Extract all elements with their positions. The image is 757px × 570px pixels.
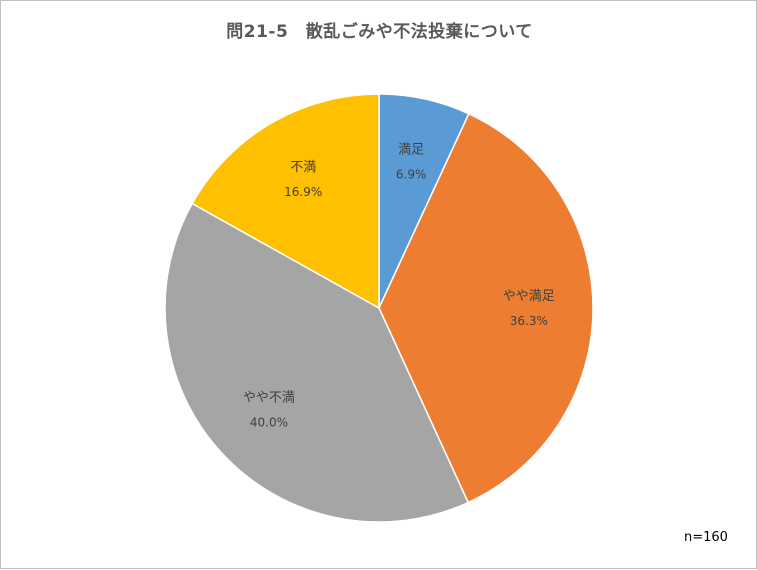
sample-size-note: n=160 xyxy=(684,530,728,545)
slice-value-label-4: 16.9% xyxy=(284,185,322,199)
pie-labels: 満足 6.9% やや満足 36.3% やや不満 40.0% 不満 16.9% xyxy=(243,143,555,430)
slice-value-label-2: 36.3% xyxy=(510,314,548,328)
pie-slice-4 xyxy=(191,93,380,310)
slice-label-1: 満足 xyxy=(398,143,424,158)
slice-value-label-3: 40.0% xyxy=(250,416,288,430)
slice-label-4: 不満 xyxy=(290,160,316,175)
pie-slices xyxy=(164,93,594,523)
slice-label-2: やや満足 xyxy=(503,289,555,304)
chart-title: 問21-5 散乱ごみや不法投棄について xyxy=(226,22,533,42)
pie-slice-2 xyxy=(378,112,594,504)
slice-value-label-1: 6.9% xyxy=(396,168,427,182)
slice-label-3: やや不満 xyxy=(243,391,295,406)
pie-slice-3 xyxy=(164,202,470,523)
